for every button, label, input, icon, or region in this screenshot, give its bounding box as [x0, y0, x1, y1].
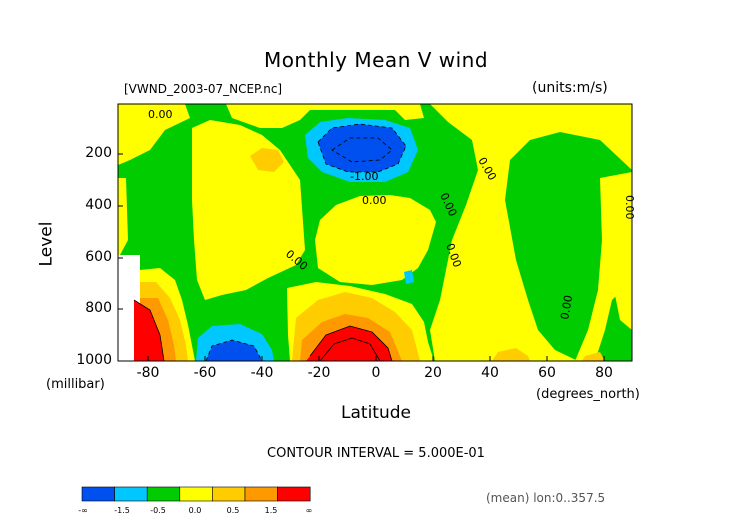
x-tick-label: 0: [371, 365, 381, 381]
contour-interval-text: CONTOUR INTERVAL = 5.000E-01: [267, 446, 485, 461]
contour-fill-orange: [582, 352, 605, 361]
y-unit-label: (millibar): [46, 377, 105, 392]
colorbar-tick-label: 0.0: [188, 506, 202, 515]
contour-fill-yellow: [612, 252, 632, 330]
contour-fill-orange: [492, 348, 530, 361]
contour-fill-yellow: [118, 178, 128, 255]
contour-fill-yellow: [226, 104, 424, 128]
contour-lines: [133, 123, 407, 361]
y-tick-label: 200: [85, 145, 112, 161]
plot-frame: [117, 103, 633, 362]
colorbar-swatch: [212, 486, 246, 502]
contour-label: 0.00: [623, 195, 636, 220]
contour-label: 0.00: [148, 108, 173, 121]
colorbar-swatch: [81, 486, 115, 502]
contour-field: [118, 104, 632, 361]
x-tick-label: -80: [136, 365, 160, 381]
contour-fill-yellow: [430, 104, 632, 361]
colorbar-tick-label: ∞: [305, 506, 313, 515]
colorbar-swatch: [179, 486, 213, 502]
file-label: [VWND_2003-07_NCEP.nc]: [124, 82, 283, 96]
contour-fill-yellow: [575, 172, 632, 361]
colorbar-tick-label: 0.5: [226, 506, 240, 515]
colorbar-swatch: [277, 486, 311, 502]
contour-label: 0.00: [362, 194, 387, 207]
x-tick-label: 80: [595, 365, 613, 381]
colorbar: [81, 486, 311, 502]
colorbar-swatch: [146, 486, 181, 502]
contour-fill-blue: [318, 124, 406, 172]
x-tick-label: 60: [538, 365, 556, 381]
contour-label: 0.00: [558, 294, 575, 320]
colorbar-swatch: [244, 486, 278, 502]
colorbar-tick-label: 1.5: [264, 506, 278, 515]
x-tick-label: -40: [250, 365, 274, 381]
y-tick-label: 600: [85, 249, 112, 265]
contour-label: -1.00: [350, 170, 378, 183]
footer-averaging-note: (mean) lon:0..357.5: [486, 491, 606, 505]
units-label: (units:m/s): [532, 80, 608, 96]
colorbar-tick-label: -0.5: [150, 506, 166, 515]
contour-fill-yellow: [315, 195, 436, 285]
y-tick-label: 1000: [76, 352, 112, 368]
contour-fill-red: [134, 300, 164, 361]
x-tick-label: -20: [307, 365, 331, 381]
colorbar-tick-label: -∞: [78, 506, 88, 515]
x-tick-label: 20: [424, 365, 442, 381]
x-axis-label: Latitude: [341, 403, 411, 423]
y-tick-label: 800: [85, 300, 112, 316]
colorbar-swatch: [114, 486, 148, 502]
contour-fill-orange: [250, 148, 284, 172]
chart-title: Monthly Mean V wind: [263, 48, 489, 72]
x-unit-label: (degrees_north): [536, 387, 640, 402]
contour-fill-blue: [206, 340, 262, 361]
axis-ticks: [118, 153, 605, 361]
colorbar-tick-label: -1.5: [114, 506, 130, 515]
x-tick-label: -60: [193, 365, 217, 381]
x-tick-label: 40: [481, 365, 499, 381]
contour-fill-cyan: [404, 270, 414, 284]
contour-fill-yellow: [118, 104, 190, 165]
y-tick-label: 400: [85, 197, 112, 213]
